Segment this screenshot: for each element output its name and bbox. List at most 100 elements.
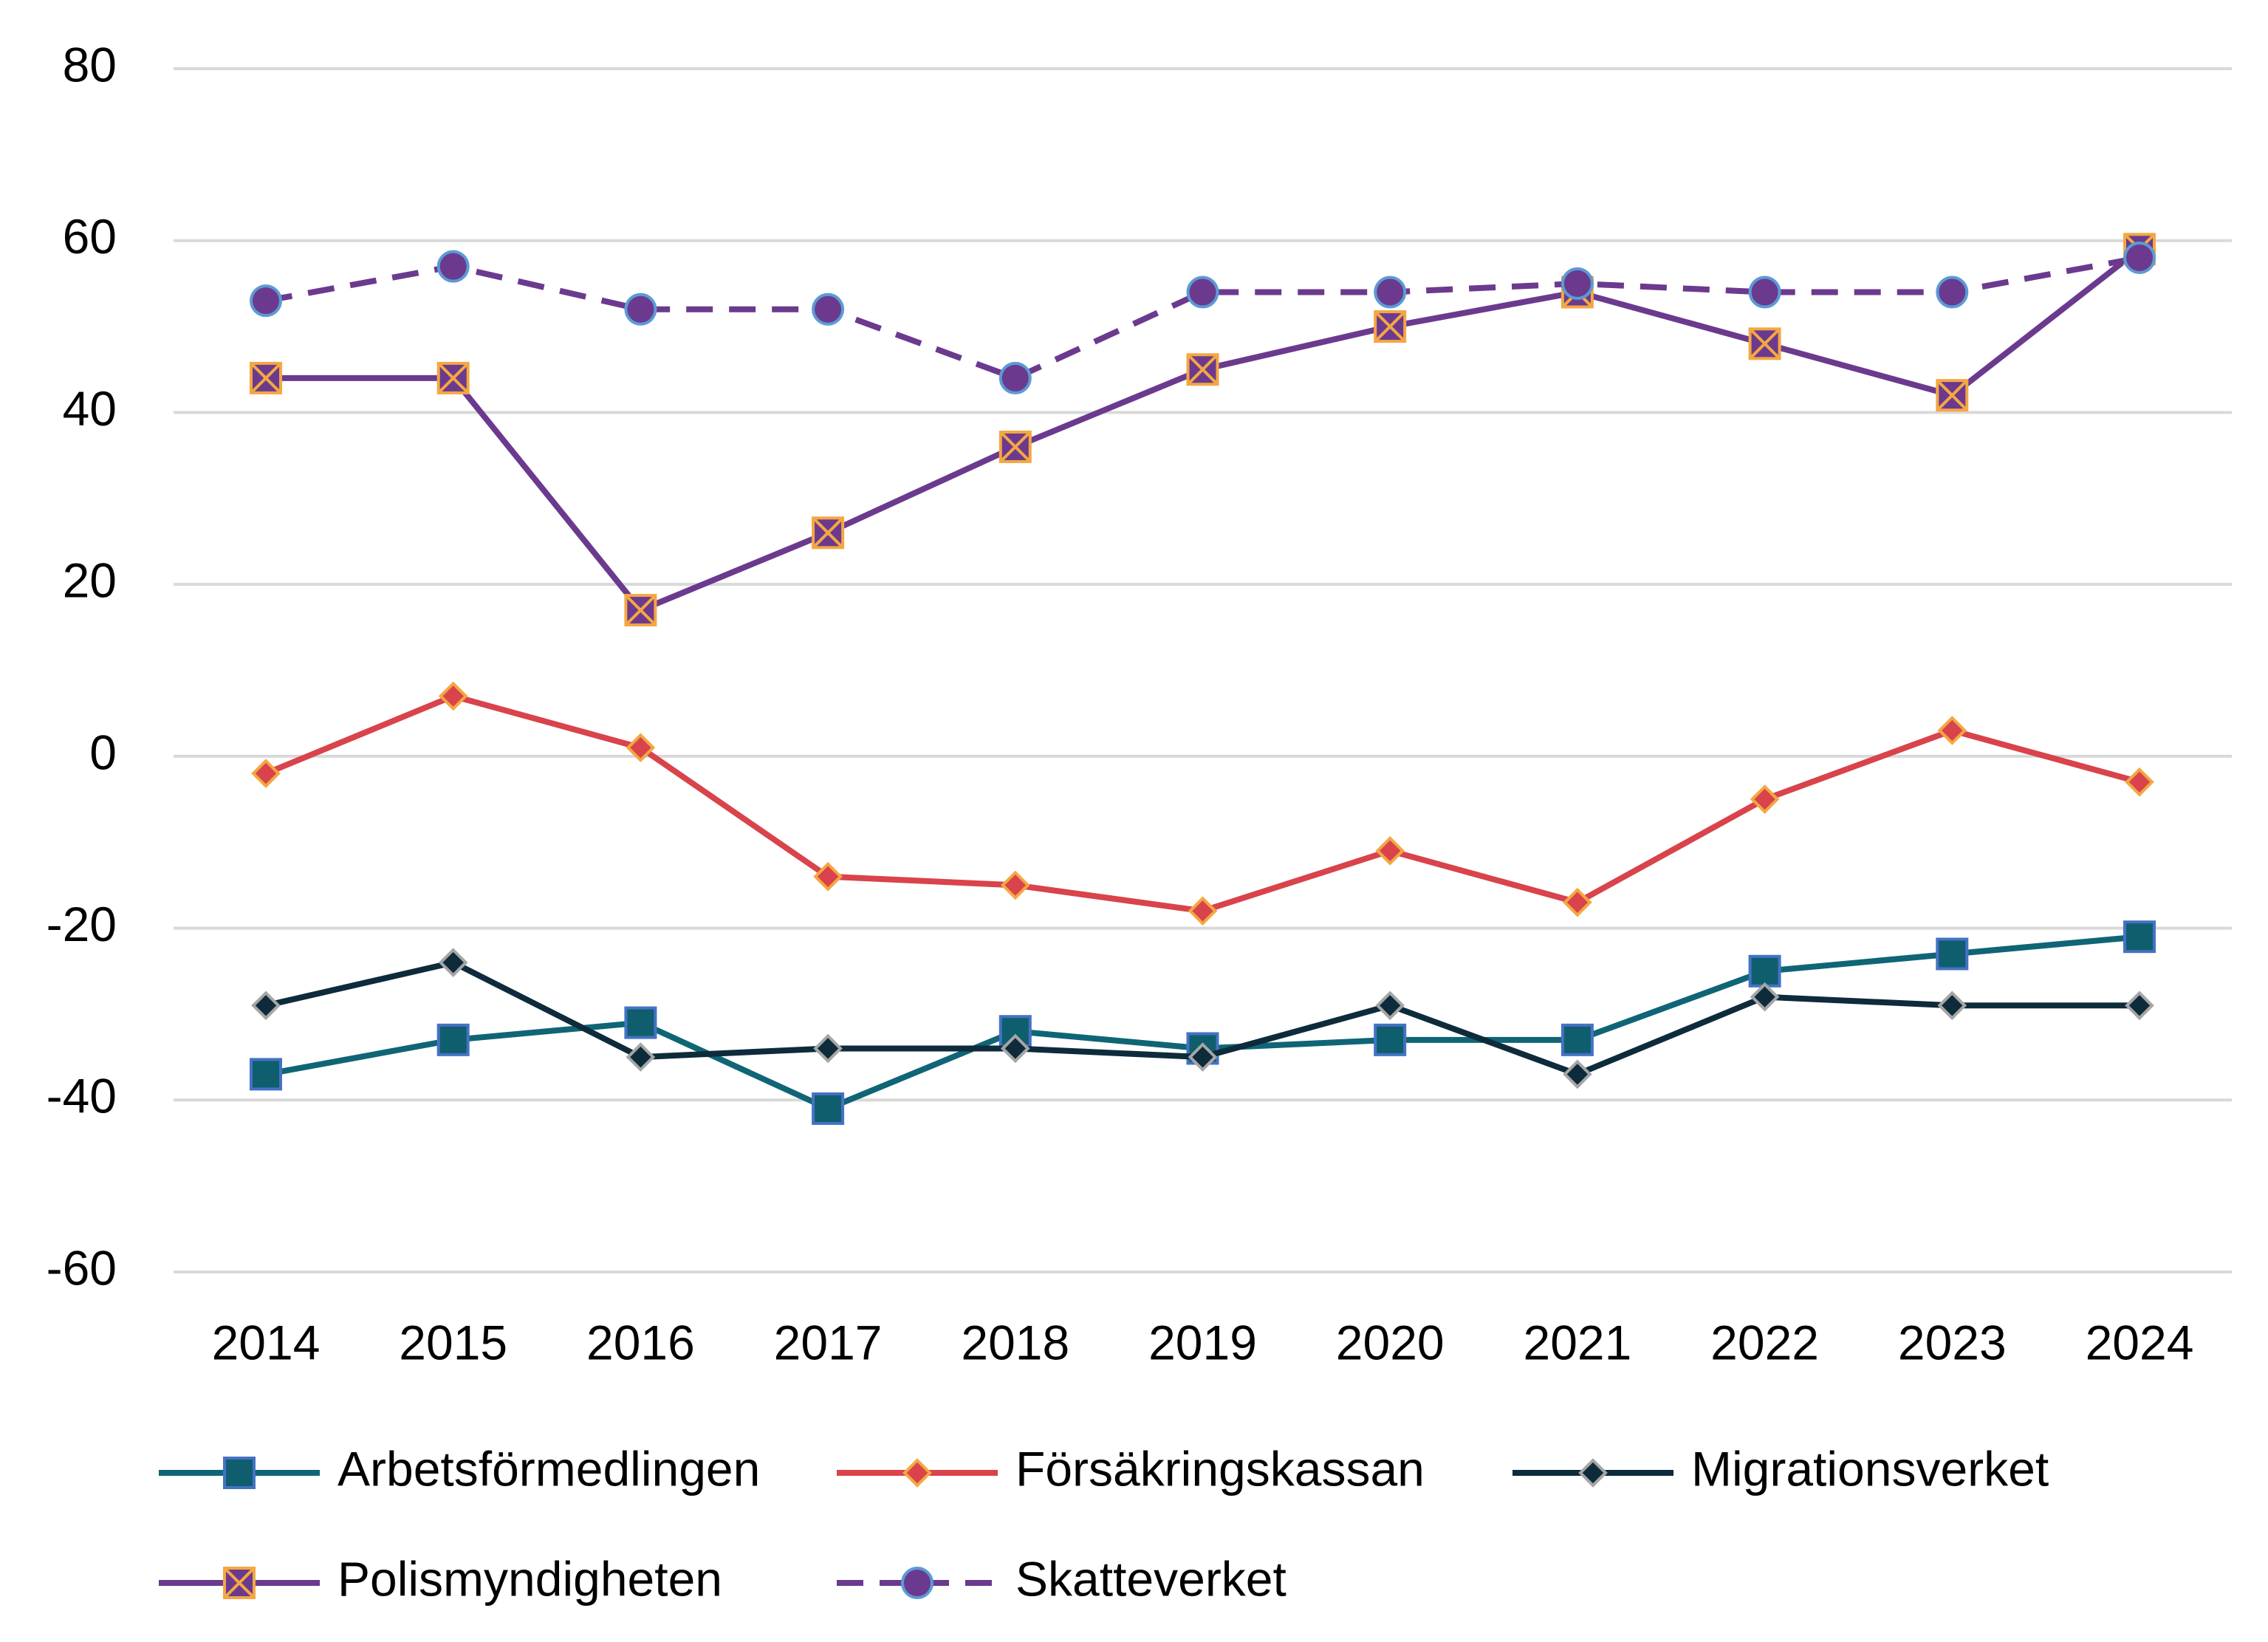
y-tick-label: 60 [63, 209, 117, 264]
marker [812, 1092, 845, 1125]
marker [1000, 870, 1030, 900]
y-tick-label: 80 [63, 37, 117, 92]
x-tick-label: 2017 [774, 1315, 883, 1369]
marker [998, 430, 1032, 463]
marker [1374, 310, 1407, 343]
marker [901, 1567, 933, 1599]
x-tick-label: 2016 [586, 1315, 695, 1369]
marker-shape [1750, 982, 1780, 1012]
marker [1936, 276, 1969, 309]
marker [812, 293, 845, 326]
marker [251, 759, 281, 788]
x-tick-label: 2018 [961, 1315, 1069, 1369]
marker-shape [2123, 920, 2156, 954]
marker [998, 361, 1032, 394]
marker [624, 1006, 657, 1039]
y-tick-label: -20 [47, 897, 117, 951]
marker-cross [1001, 432, 1030, 462]
marker-shape [624, 293, 657, 326]
x-tick-label: 2015 [399, 1315, 507, 1369]
marker [1563, 887, 1592, 917]
marker-shape [1375, 991, 1405, 1021]
marker-shape [1750, 784, 1780, 814]
marker [250, 1058, 282, 1091]
marker-shape [1563, 1059, 1592, 1089]
marker-cross [813, 518, 843, 547]
x-tick-label: 2023 [1898, 1315, 2007, 1369]
x-tick-label: 2022 [1710, 1315, 1819, 1369]
legend-label: Polismyndigheten [338, 1551, 722, 1606]
legend-label: Migrationsverket [1691, 1441, 2049, 1496]
marker [251, 991, 281, 1021]
marker [436, 250, 470, 283]
marker [624, 293, 657, 326]
marker-shape [812, 1092, 845, 1125]
marker-shape [438, 681, 468, 711]
marker [438, 681, 468, 711]
marker [2123, 241, 2156, 274]
marker-shape [626, 733, 656, 763]
marker-shape [812, 293, 845, 326]
marker [1374, 276, 1407, 309]
marker-shape [1748, 276, 1781, 309]
y-tick-label: -60 [47, 1240, 117, 1295]
marker-shape [1000, 1033, 1030, 1064]
marker-shape [251, 991, 281, 1021]
marker [1374, 1023, 1407, 1056]
marker-shape [436, 250, 470, 283]
marker-shape [1188, 896, 1218, 926]
marker-shape [1937, 716, 1967, 745]
marker-cross [1375, 312, 1405, 341]
marker-shape [1936, 937, 1969, 971]
marker-shape [1748, 954, 1781, 988]
marker-shape [998, 361, 1032, 394]
marker [1937, 716, 1967, 745]
marker [1186, 276, 1219, 309]
marker [1563, 1059, 1592, 1089]
legend-item: Arbetsförmedlingen [159, 1441, 760, 1496]
y-tick-label: 40 [63, 381, 117, 436]
legend-item: Migrationsverket [1512, 1441, 2049, 1496]
legend-label: Arbetsförmedlingen [338, 1441, 760, 1496]
marker [436, 361, 470, 394]
marker-shape [1186, 276, 1219, 309]
marker [1578, 1458, 1608, 1488]
marker [1748, 276, 1781, 309]
marker [624, 594, 657, 627]
marker-cross [626, 595, 655, 625]
y-tick-label: 0 [89, 725, 117, 779]
marker-shape [1374, 1023, 1407, 1056]
marker-shape [223, 1457, 256, 1489]
marker [812, 516, 845, 550]
marker-shape [813, 1033, 843, 1064]
marker [438, 948, 468, 977]
marker-cross [251, 363, 281, 393]
marker [1000, 1033, 1030, 1064]
marker-cross [439, 363, 468, 393]
marker [250, 284, 282, 318]
marker-shape [1560, 267, 1594, 300]
marker [626, 733, 656, 763]
marker [2123, 920, 2156, 954]
marker-cross [1188, 355, 1217, 384]
marker [902, 1458, 932, 1488]
marker-shape [438, 948, 468, 977]
marker [813, 861, 843, 892]
legend-label: Skatteverket [1015, 1551, 1287, 1606]
marker [1375, 991, 1405, 1021]
marker [250, 361, 282, 394]
marker-shape [1188, 1042, 1218, 1072]
series-line [265, 255, 2140, 381]
marker [1748, 954, 1781, 988]
marker-cross [225, 1568, 254, 1598]
legend-item: Skatteverket [837, 1551, 1287, 1606]
marker-shape [2123, 241, 2156, 274]
marker [223, 1457, 256, 1489]
y-tick-label: -40 [47, 1069, 117, 1123]
marker-shape [626, 1042, 656, 1072]
marker-shape [1560, 1023, 1594, 1056]
marker [1936, 937, 1969, 971]
marker [223, 1567, 256, 1599]
marker-shape [1936, 276, 1969, 309]
